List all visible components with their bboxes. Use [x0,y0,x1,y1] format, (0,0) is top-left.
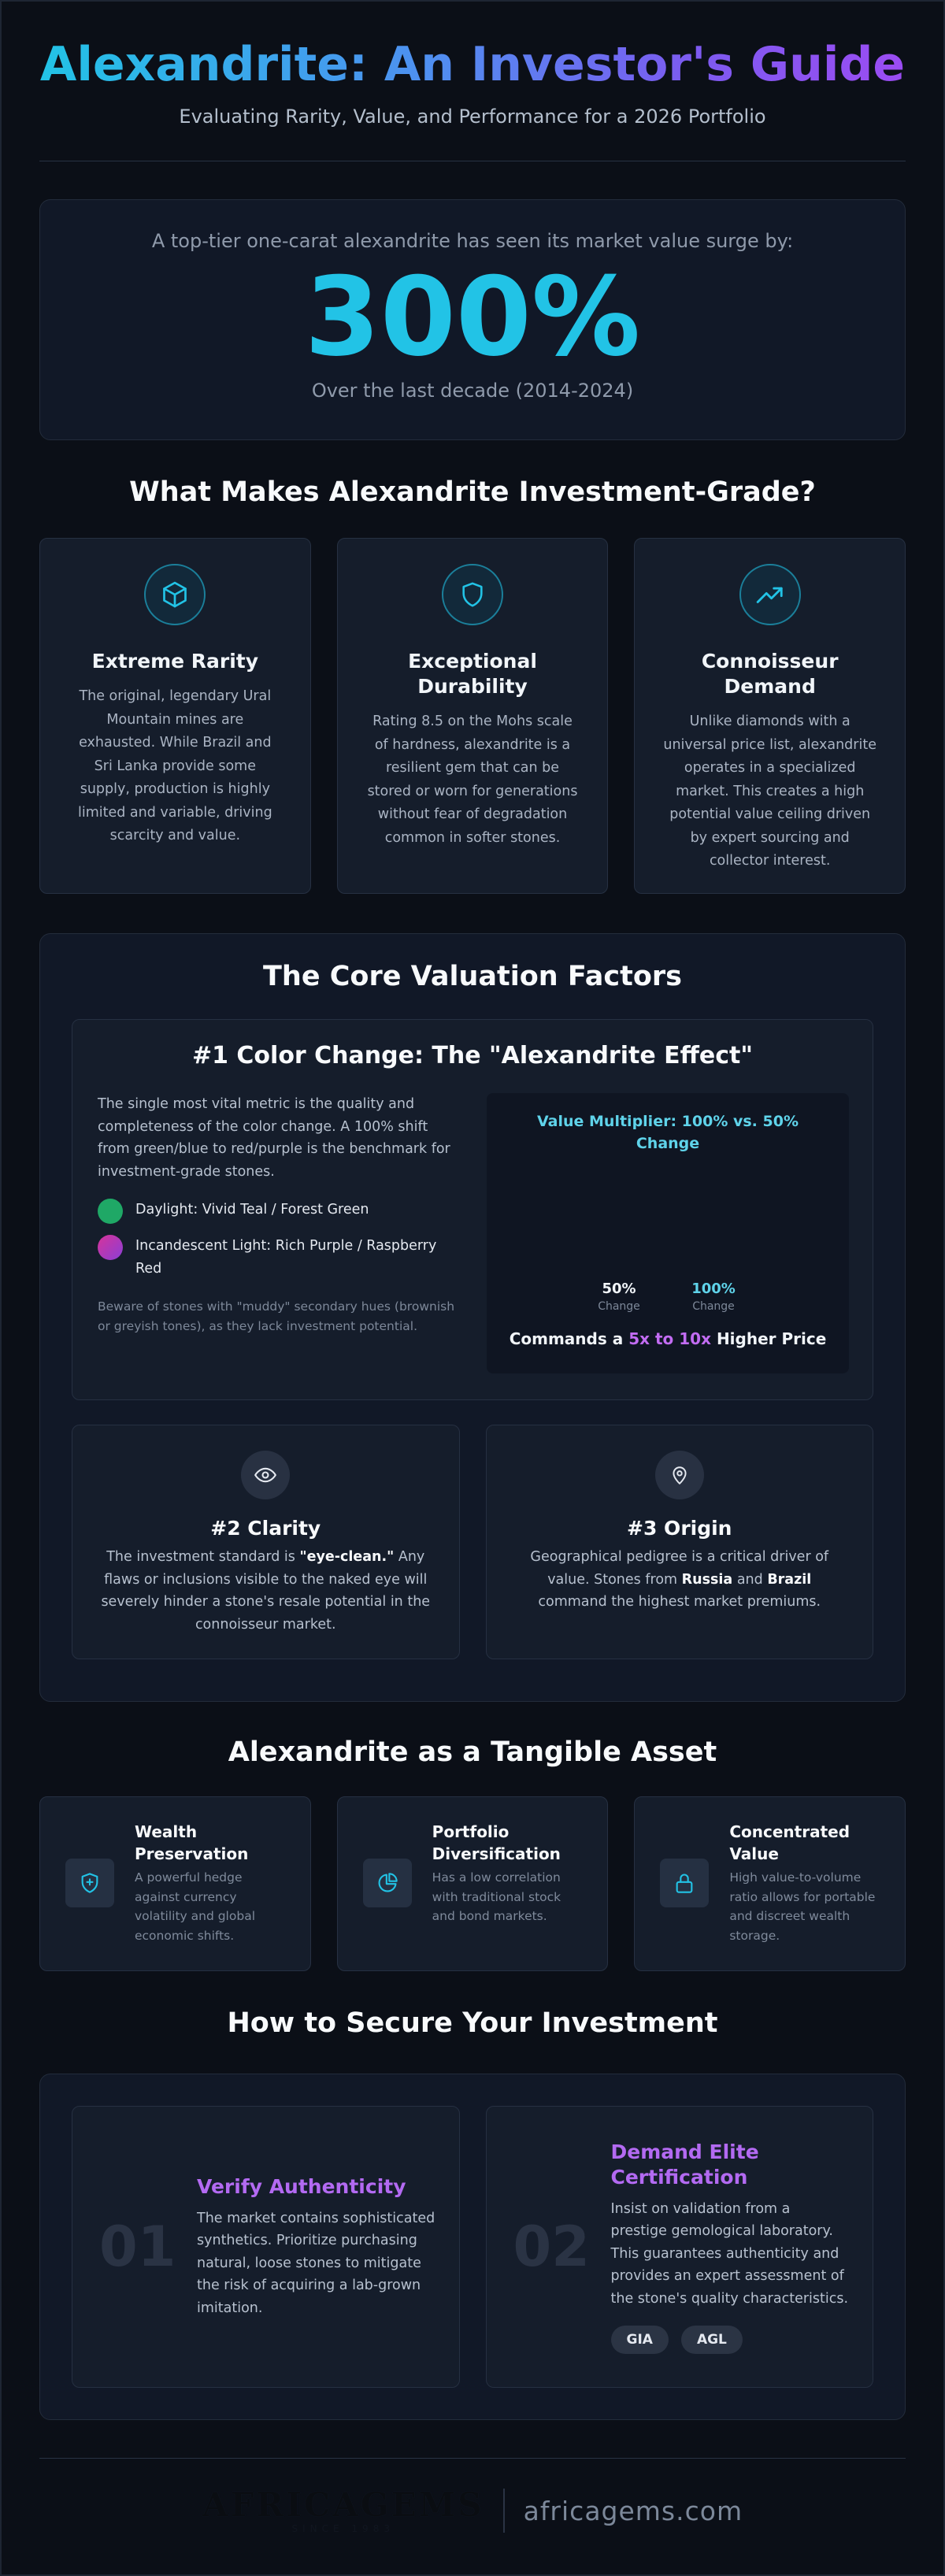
incandescent-swatch [98,1235,123,1260]
footer-divider [39,2458,906,2459]
stat-box: A top-tier one-carat alexandrite has see… [39,199,906,440]
bar-label-50: 50% Change [572,1281,666,1313]
lab-tags: GIA AGL [610,2326,850,2355]
multiplier-plot-area [487,1164,849,1274]
asset-text: Has a low correlation with traditional s… [432,1870,561,1923]
step-text: Insist on validation from a prestige gem… [610,2200,849,2307]
tangible-cards: Wealth Preservation A powerful hedge aga… [39,1796,906,1971]
logo-tagline: SINCE 1983 [291,2523,395,2534]
foot-highlight: 5x to 10x [628,1329,711,1348]
daylight-row: Daylight: Vivid Teal / Forest Green [98,1199,463,1224]
secure-heading: How to Secure Your Investment [227,2007,718,2039]
bar-sub: Change [692,1300,735,1313]
asset-title: Portfolio Diversification [432,1822,561,1863]
asset-title: Wealth Preservation [135,1822,249,1863]
valuation-section: The Core Valuation Factors #1 Color Chan… [39,933,906,1702]
feature-title: Connoisseur Demand [701,650,839,698]
asset-card-diversification: Portfolio Diversification Has a low corr… [336,1796,609,1971]
content-column: Alexandrite: An Investor's Guide Evaluat… [39,2,906,2534]
feature-title: Exceptional Durability [408,650,537,698]
value-multiplier-chart: Value Multiplier: 100% vs. 50% Change 50… [487,1093,849,1373]
step-number: 01 [99,2215,176,2279]
step-text: The market contains sophisticated synthe… [197,2210,435,2316]
tag-agl: AGL [680,2326,743,2355]
tag-gia: GIA [610,2326,669,2355]
pie-chart-icon [362,1859,412,1907]
incandescent-row: Incandescent Light: Rich Purple / Raspbe… [98,1235,463,1280]
color-change-note: Beware of stones with "muddy" secondary … [98,1299,455,1333]
origin-title: #3 Origin [627,1517,732,1540]
bar-value: 50% [602,1281,636,1297]
footer-separator [502,2489,505,2533]
asset-title: Concentrated Value [729,1822,850,1863]
stat-intro: A top-tier one-carat alexandrite has see… [151,230,794,252]
step-card-verify: 01 Verify Authenticity The market contai… [72,2106,460,2388]
cube-icon [144,564,206,625]
stat-value: 300% [304,254,641,380]
clarity-text: The investment standard is "eye-clean." … [101,1549,431,1633]
page-title: Alexandrite: An Investor's Guide [39,2,906,93]
incandescent-label: Incandescent Light: Rich Purple / Raspbe… [135,1238,437,1277]
daylight-label: Daylight: Vivid Teal / Forest Green [135,1202,369,1218]
asset-card-concentrated: Concentrated Value High value-to-volume … [634,1796,906,1971]
step-title: Verify Authenticity [197,2174,406,2198]
color-change-title: #1 Color Change: The "Alexandrite Effect… [191,1042,754,1069]
color-change-panel: #1 Color Change: The "Alexandrite Effect… [72,1019,873,1400]
feature-card-durability: Exceptional Durability Rating 8.5 on the… [336,538,609,894]
clarity-origin-row: #2 Clarity The investment standard is "e… [72,1425,873,1659]
valuation-heading: The Core Valuation Factors [263,961,682,992]
footer: AFRICAGEMS SINCE 1983 africagems.com [39,2485,906,2535]
step-title: Demand Elite Certification [610,2140,759,2189]
bar-label-100: 100% Change [666,1281,761,1313]
asset-text: A powerful hedge against currency volati… [135,1870,255,1943]
africagems-logo: AFRICAGEMS SINCE 1983 [202,2485,484,2535]
daylight-swatch [98,1199,123,1224]
feature-text: The original, legendary Ural Mountain mi… [77,688,272,843]
color-change-text: The single most vital metric is the qual… [98,1096,450,1180]
clarity-card: #2 Clarity The investment standard is "e… [72,1425,460,1659]
tangible-heading: Alexandrite as a Tangible Asset [228,1736,717,1768]
trending-up-icon [739,564,801,625]
shield-plus-icon [65,1859,114,1907]
foot-pre: Commands a [509,1329,624,1348]
asset-text: High value-to-volume ratio allows for po… [729,1870,876,1943]
stat-period: Over the last decade (2014-2024) [311,380,634,402]
multiplier-footnote: Commands a 5x to 10x Higher Price [487,1329,849,1348]
feature-card-rarity: Extreme Rarity The original, legendary U… [39,538,311,894]
footer-site-link[interactable]: africagems.com [523,2495,743,2526]
feature-title: Extreme Rarity [91,650,259,673]
map-pin-icon [654,1451,704,1499]
feature-text: Rating 8.5 on the Mohs scale of hardness… [367,713,578,846]
investment-grade-heading: What Makes Alexandrite Investment-Grade? [129,476,816,508]
bar-value: 100% [691,1281,736,1297]
step-card-certification: 02 Demand Elite Certification Insist on … [485,2106,873,2388]
foot-post: Higher Price [716,1329,827,1348]
shield-icon [442,564,503,625]
logo-wordmark: AFRICAGEMS [202,2485,484,2524]
eye-icon [241,1451,291,1499]
bar-sub: Change [598,1300,640,1313]
investment-grade-cards: Extreme Rarity The original, legendary U… [39,538,906,894]
multiplier-title: Value Multiplier: 100% vs. 50% Change [537,1113,799,1152]
feature-text: Unlike diamonds with a universal price l… [663,713,876,869]
feature-card-demand: Connoisseur Demand Unlike diamonds with … [634,538,906,894]
secure-section: 01 Verify Authenticity The market contai… [39,2074,906,2420]
lock-icon [660,1859,710,1907]
color-change-details: The single most vital metric is the qual… [96,1093,463,1373]
page-subtitle: Evaluating Rarity, Value, and Performanc… [179,106,766,128]
origin-card: #3 Origin Geographical pedigree is a cri… [485,1425,873,1659]
origin-text: Geographical pedigree is a critical driv… [530,1549,829,1610]
clarity-title: #2 Clarity [210,1517,321,1540]
step-number: 02 [513,2215,590,2279]
asset-card-preservation: Wealth Preservation A powerful hedge aga… [39,1796,311,1971]
